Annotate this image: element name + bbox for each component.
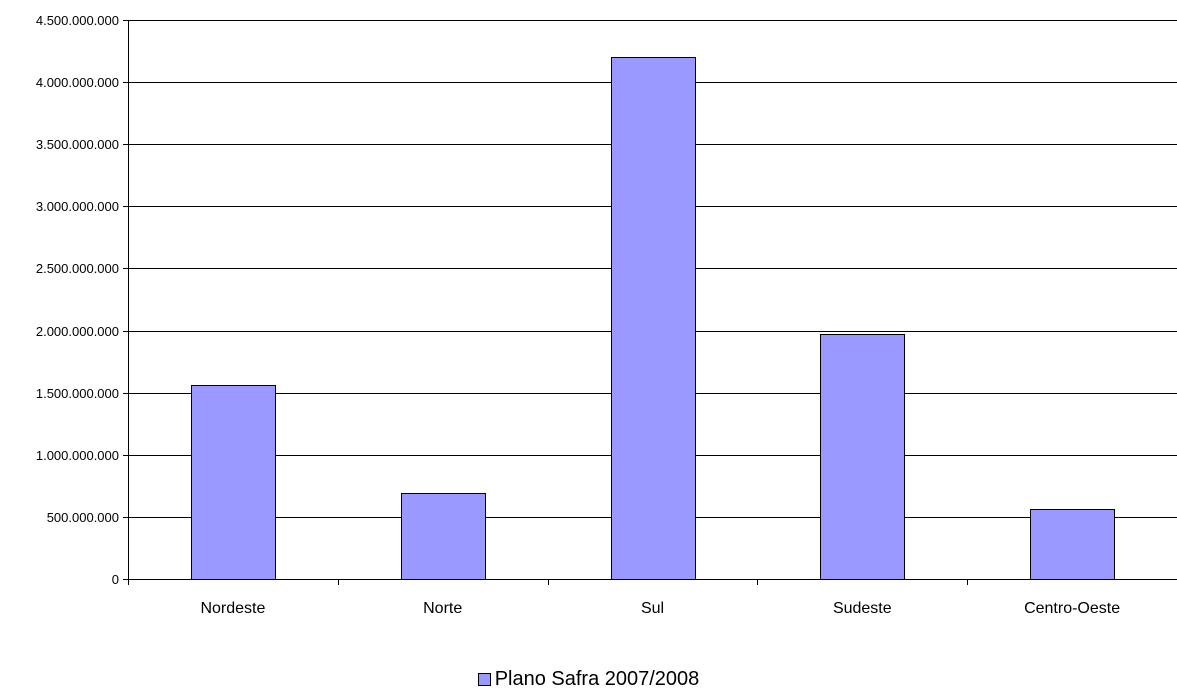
legend-swatch [477, 673, 491, 686]
x-tick-label: Centro-Oeste [1024, 600, 1120, 617]
y-tick-label: 0 [112, 572, 119, 587]
y-tick-label: 4.500.000.000 [36, 13, 119, 28]
bar-norte [401, 493, 486, 580]
x-tick-label: Nordeste [200, 600, 265, 617]
y-tick-label: 1.500.000.000 [36, 386, 119, 401]
bar-sul [611, 57, 696, 580]
y-tick-label: 500.000.000 [47, 510, 119, 525]
bar-centro-oeste [1030, 509, 1115, 580]
bar-chart-plot: 0 500.000.000 1.000.000.000 1.500.000.000 2.… [36, 13, 1177, 617]
y-tick-label: 3.500.000.000 [36, 137, 119, 152]
bar-nordeste [191, 385, 276, 580]
y-tick-label: 3.000.000.000 [36, 199, 119, 214]
y-tick-label: 1.000.000.000 [36, 448, 119, 463]
y-tick-label: 2.500.000.000 [36, 261, 119, 276]
legend: Plano Safra 2007/2008 [0, 668, 1177, 691]
y-tick-label: 4.000.000.000 [36, 75, 119, 90]
x-tick-label: Norte [423, 600, 462, 617]
legend-label: Plano Safra 2007/2008 [494, 668, 700, 690]
y-tick-label: 2.000.000.000 [36, 324, 119, 339]
x-tick-label: Sul [641, 600, 664, 617]
x-tick-label: Sudeste [833, 600, 892, 617]
bar-sudeste [820, 334, 905, 580]
